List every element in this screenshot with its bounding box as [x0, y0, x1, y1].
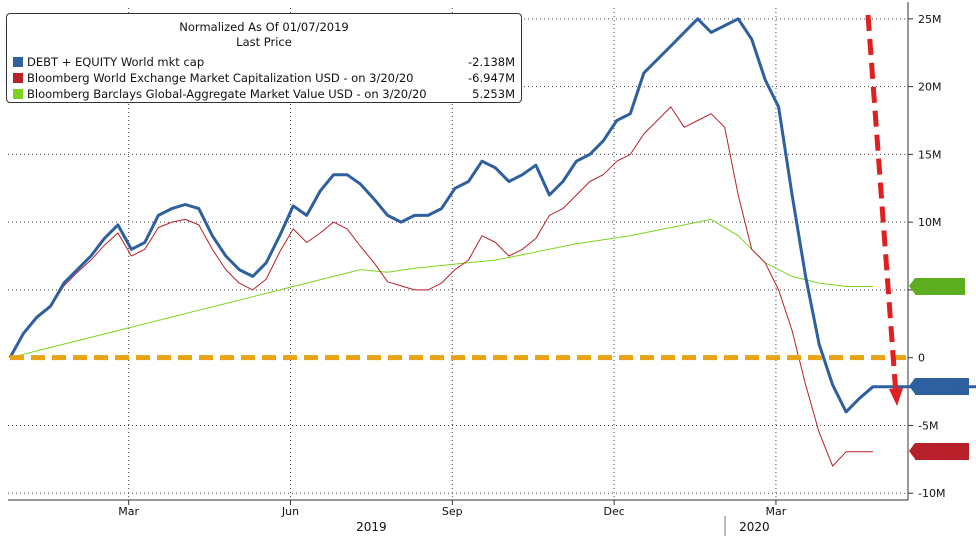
x-tick-label: Sep	[442, 505, 463, 518]
legend-value: 5.253M	[472, 87, 515, 101]
legend-swatch	[13, 73, 23, 83]
series-line	[9, 106, 873, 467]
x-tick-label: Dec	[603, 505, 624, 518]
y-tick-label: -10M	[918, 487, 945, 500]
x-tick-label: Mar	[118, 505, 139, 518]
legend-swatch	[13, 57, 23, 67]
last-value-badge-global-aggregate: 5.253M	[909, 277, 965, 295]
axes	[8, 2, 909, 536]
y-tick-label: 10M	[918, 216, 942, 229]
legend-label: DEBT + EQUITY World mkt cap	[27, 55, 205, 69]
annotations	[10, 14, 908, 406]
legend-value: -6.947M	[468, 71, 515, 85]
y-tick-label: 25M	[918, 13, 942, 26]
legend-value: -2.138M	[468, 55, 515, 69]
legend-label: Bloomberg World Exchange Market Capitali…	[27, 71, 414, 85]
x-year-label: 2019	[356, 520, 387, 534]
down-arrow-shaft	[865, 14, 899, 396]
down-arrow-head	[889, 388, 903, 406]
x-axis-ticks: Mar Jun Sep Dec Mar 2019 2020	[118, 500, 787, 534]
legend-entry-global-aggregate: Bloomberg Barclays Global-Aggregate Mark…	[13, 87, 515, 101]
last-value-badge-world-exchange: -6.947M	[909, 443, 969, 461]
y-axis-ticks: 25M20M15M10M5M0-5M-10M	[908, 13, 945, 500]
y-tick-label: 15M	[918, 148, 942, 161]
legend-title: Normalized As Of 01/07/2019 Last Price	[7, 20, 521, 50]
legend: Normalized As Of 01/07/2019 Last Price D…	[6, 13, 522, 103]
y-tick-label: 0	[918, 352, 925, 365]
legend-title-line1: Normalized As Of 01/07/2019	[179, 20, 349, 34]
y-tick-label: -5M	[918, 419, 938, 432]
legend-swatch	[13, 89, 23, 99]
series-line	[9, 218, 873, 359]
legend-entry-world-exchange: Bloomberg World Exchange Market Capitali…	[13, 71, 515, 85]
legend-title-line2: Last Price	[236, 35, 292, 49]
legend-entry-debt-equity: DEBT + EQUITY World mkt cap -2.138M	[13, 55, 515, 69]
y-tick-label: 20M	[918, 81, 942, 94]
x-tick-label: Jun	[281, 505, 299, 518]
last-value-badge-debt-equity: -2.138M	[909, 378, 969, 396]
x-tick-label: Mar	[766, 505, 787, 518]
legend-label: Bloomberg Barclays Global-Aggregate Mark…	[27, 87, 427, 101]
x-year-label: 2020	[739, 520, 770, 534]
